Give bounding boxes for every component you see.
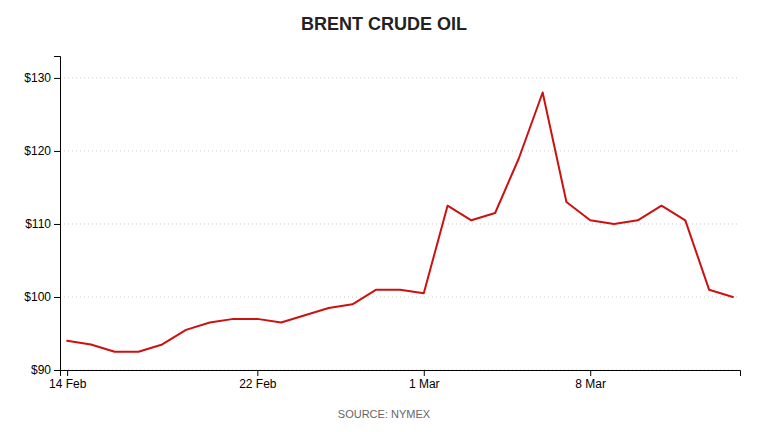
y-tick: $90 [31,363,60,377]
y-tick: $130 [24,71,60,85]
x-tick: 22 Feb [239,370,277,391]
title: BRENT CRUDE OIL [301,14,467,34]
plot-area: 14 Feb 22 Feb 1 Mar 8 Mar $90 $100 $110 $120 $13… [24,57,740,391]
x-tick-label: 1 Mar [409,377,440,391]
y-tick-label: $130 [24,71,51,85]
grid-line [60,150,740,151]
price-line [67,93,733,352]
grid-line [60,223,740,224]
chart: 14 Feb 22 Feb 1 Mar 8 Mar $90 $100 $110 $120 $13… [0,0,768,432]
x-axis-line [61,371,741,377]
y-tick-label: $100 [24,290,51,304]
x-tick-mark [257,370,258,376]
grid-line [60,296,740,297]
x-axis: 14 Feb 22 Feb 1 Mar 8 Mar [49,370,741,391]
grid-line [60,77,740,78]
x-tick: 8 Mar [575,370,606,391]
x-tick-label: 14 Feb [49,377,87,391]
y-tick-label: $120 [24,144,51,158]
x-tick-label: 22 Feb [239,377,277,391]
y-tick: $110 [25,217,60,231]
y-tick-mark [54,224,60,225]
y-tick: $100 [24,290,60,304]
grid [60,78,740,370]
annotation: SOURCE: NYMEX [338,408,431,420]
y-tick-label: $90 [31,363,51,377]
x-tick: 14 Feb [49,370,87,391]
y-tick-mark [54,151,60,152]
y-tick-label: $110 [25,217,51,231]
x-tick: 1 Mar [409,370,440,391]
x-tick-label: 8 Mar [575,377,606,391]
y-tick-mark [54,297,60,298]
marks [67,93,733,352]
y-tick-mark [54,78,60,79]
x-tick-mark [424,370,425,376]
y-axis: $90 $100 $110 $120 $130 [24,57,60,378]
y-tick-mark [54,370,60,371]
x-tick-mark [590,370,591,376]
x-tick-mark [67,370,68,376]
y-axis-line [54,57,61,371]
y-tick: $120 [24,144,60,158]
